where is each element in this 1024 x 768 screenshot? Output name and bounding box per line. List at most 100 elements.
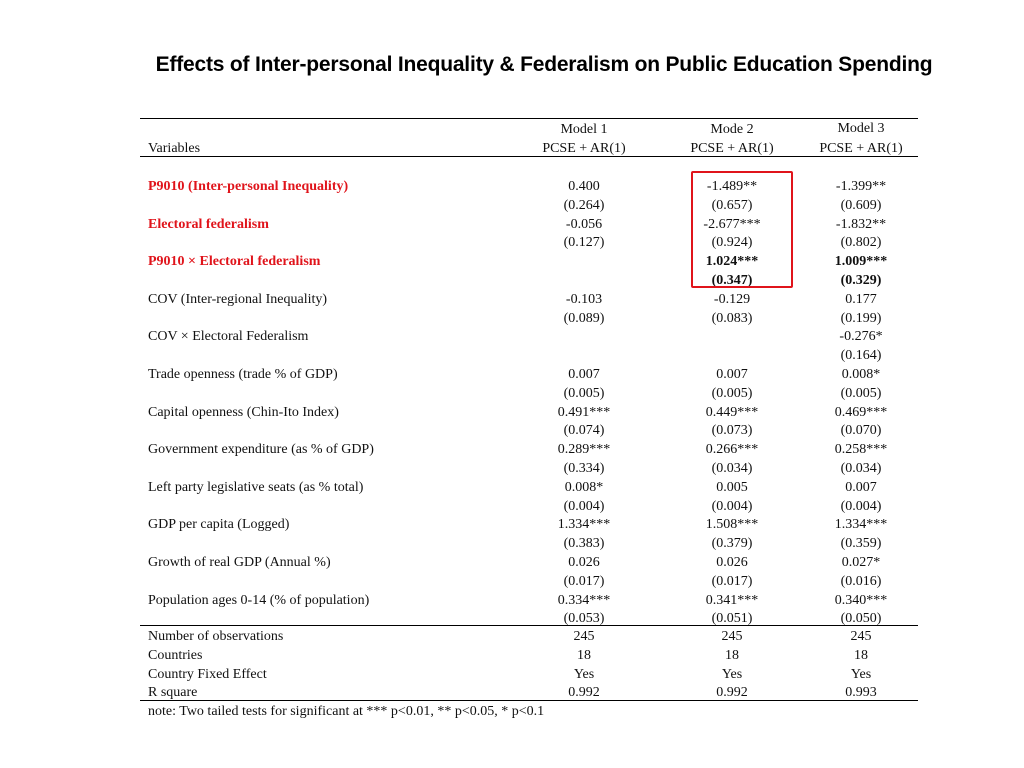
coefficient-cell: 0.008*	[564, 479, 604, 495]
standard-error-cell: (0.083)	[711, 310, 753, 326]
model-1-method: PCSE + AR(1)	[542, 141, 626, 156]
stats-label: Countries	[148, 647, 203, 663]
variable-label: Electoral federalism	[148, 216, 269, 232]
model-2-method: PCSE + AR(1)	[690, 141, 774, 156]
standard-error-cell: (0.034)	[840, 461, 882, 476]
stats-value: 0.992	[568, 685, 600, 701]
table-row: P9010 × Electoral federalism 1.024*** 1.00…	[140, 252, 918, 271]
stats-label: R square	[148, 685, 198, 701]
variable-label: Population ages 0-14 (% of population)	[148, 592, 370, 608]
table-row-se: (0.089) (0.083) (0.199)	[140, 309, 918, 328]
coefficient-cell: 0.400	[568, 179, 600, 194]
standard-error-cell: (0.073)	[711, 423, 753, 439]
coefficient-cell: 1.334***	[557, 517, 611, 533]
coefficient-cell: 0.340***	[834, 592, 888, 608]
standard-error-cell: (0.264)	[563, 197, 605, 213]
standard-error-cell: (0.017)	[711, 573, 753, 589]
stats-row: Number of observations 245 245 245	[140, 627, 918, 646]
standard-error-cell: (0.657)	[711, 197, 753, 213]
stats-value: Yes	[721, 666, 743, 682]
table-bottom-rule	[140, 700, 918, 701]
variable-label: Government expenditure (as % of GDP)	[148, 442, 374, 458]
variable-label: Growth of real GDP (Annual %)	[148, 555, 331, 570]
coefficient-cell: 0.007	[716, 367, 748, 382]
standard-error-cell: (0.074)	[563, 423, 605, 439]
standard-error-cell: (0.004)	[563, 498, 605, 514]
table-row-se: (0.383) (0.379) (0.359)	[140, 534, 918, 553]
standard-error-cell: (0.379)	[711, 536, 753, 552]
variable-label: P9010 × Electoral federalism	[148, 254, 321, 270]
standard-error-cell: (0.050)	[840, 611, 882, 627]
coefficient-cell: 0.491***	[557, 404, 611, 420]
standard-error-cell: (0.016)	[840, 573, 882, 589]
stats-value: 245	[850, 629, 872, 644]
standard-error-cell: (0.017)	[563, 573, 605, 589]
variable-label: COV × Electoral Federalism	[148, 329, 309, 345]
table-row-se: (0.334) (0.034) (0.034)	[140, 459, 918, 478]
model-3-method: PCSE + AR(1)	[819, 141, 903, 156]
coefficient-cell: -1.832**	[835, 216, 887, 232]
model-2-highlight-box	[691, 171, 793, 288]
coefficient-cell: 0.005	[716, 479, 748, 495]
stats-value: 0.992	[716, 685, 748, 701]
standard-error-cell: (0.051)	[711, 611, 753, 627]
table-row-se: (0.127) (0.924) (0.802)	[140, 233, 918, 252]
stats-value: Yes	[573, 666, 595, 682]
variables-header: Variables	[148, 141, 201, 156]
stats-value: 18	[725, 647, 739, 663]
table-row-se: (0.005) (0.005) (0.005)	[140, 384, 918, 403]
standard-error-cell: (0.164)	[840, 348, 882, 364]
standard-error-cell: (0.005)	[711, 385, 753, 401]
model-2-header: Mode 2	[710, 122, 754, 137]
table-row: Left party legislative seats (as % total…	[140, 478, 918, 497]
coefficient-cell: -0.129	[713, 291, 751, 307]
coefficient-cell: 0.026	[568, 555, 600, 570]
header-bottom-rule	[140, 156, 918, 157]
variable-label: Left party legislative seats (as % total…	[148, 479, 364, 495]
variable-label: Capital openness (Chin-Ito Index)	[148, 404, 339, 420]
coefficient-cell: 0.027*	[841, 555, 881, 570]
coefficient-cell: -2.677***	[703, 216, 761, 232]
stats-row: Country Fixed Effect Yes Yes Yes	[140, 665, 918, 684]
table-row-se: (0.074) (0.073) (0.070)	[140, 421, 918, 440]
standard-error-cell: (0.004)	[711, 498, 753, 514]
coefficient-cell: 0.258***	[834, 442, 888, 458]
standard-error-cell: (0.089)	[563, 310, 605, 326]
coefficient-cell: 0.007	[845, 479, 877, 495]
table-row: Trade openness (trade % of GDP) 0.007 0.00…	[140, 365, 918, 384]
coefficient-cell: -0.056	[565, 216, 603, 232]
standard-error-cell: (0.127)	[563, 235, 605, 251]
coefficient-cell: -0.276*	[839, 329, 883, 345]
stats-top-rule	[140, 625, 918, 626]
coefficient-cell: -1.399**	[835, 179, 887, 194]
standard-error-cell: (0.609)	[840, 197, 882, 213]
coefficient-cell: 0.266***	[705, 442, 759, 458]
stats-value: 0.993	[845, 685, 877, 701]
coefficient-cell: 0.177	[845, 291, 877, 307]
table-row: Capital openness (Chin-Ito Index) 0.491**…	[140, 403, 918, 422]
coefficient-cell: 1.009***	[834, 254, 888, 270]
table-row-se: (0.017) (0.017) (0.016)	[140, 572, 918, 591]
standard-error-cell: (0.347)	[711, 273, 753, 288]
stats-value: 245	[573, 629, 595, 644]
table-row-se: (0.164)	[140, 346, 918, 365]
model-1-header: Model 1	[560, 122, 608, 137]
coefficient-cell: 1.508***	[705, 517, 759, 533]
stats-row: R square 0.992 0.992 0.993	[140, 683, 918, 702]
standard-error-cell: (0.034)	[711, 461, 753, 476]
standard-error-cell: (0.334)	[563, 461, 605, 476]
table-top-rule	[140, 118, 918, 119]
stats-label: Country Fixed Effect	[148, 666, 267, 682]
coefficient-cell: 0.469***	[834, 404, 888, 420]
slide-title: Effects of Inter-personal Inequality & F…	[155, 53, 933, 76]
coefficient-cell: 1.024***	[705, 254, 759, 270]
coefficient-cell: -0.103	[565, 291, 603, 307]
table-row: Electoral federalism -0.056 -2.677*** -1.83…	[140, 215, 918, 234]
coefficient-cell: 0.334***	[557, 592, 611, 608]
table-note: note: Two tailed tests for significant a…	[148, 704, 545, 719]
standard-error-cell: (0.005)	[840, 385, 882, 401]
model-3-header: Model 3	[837, 121, 885, 136]
coefficient-cell: 0.026	[716, 555, 748, 570]
standard-error-cell: (0.005)	[563, 385, 605, 401]
stats-value: 18	[854, 647, 868, 663]
